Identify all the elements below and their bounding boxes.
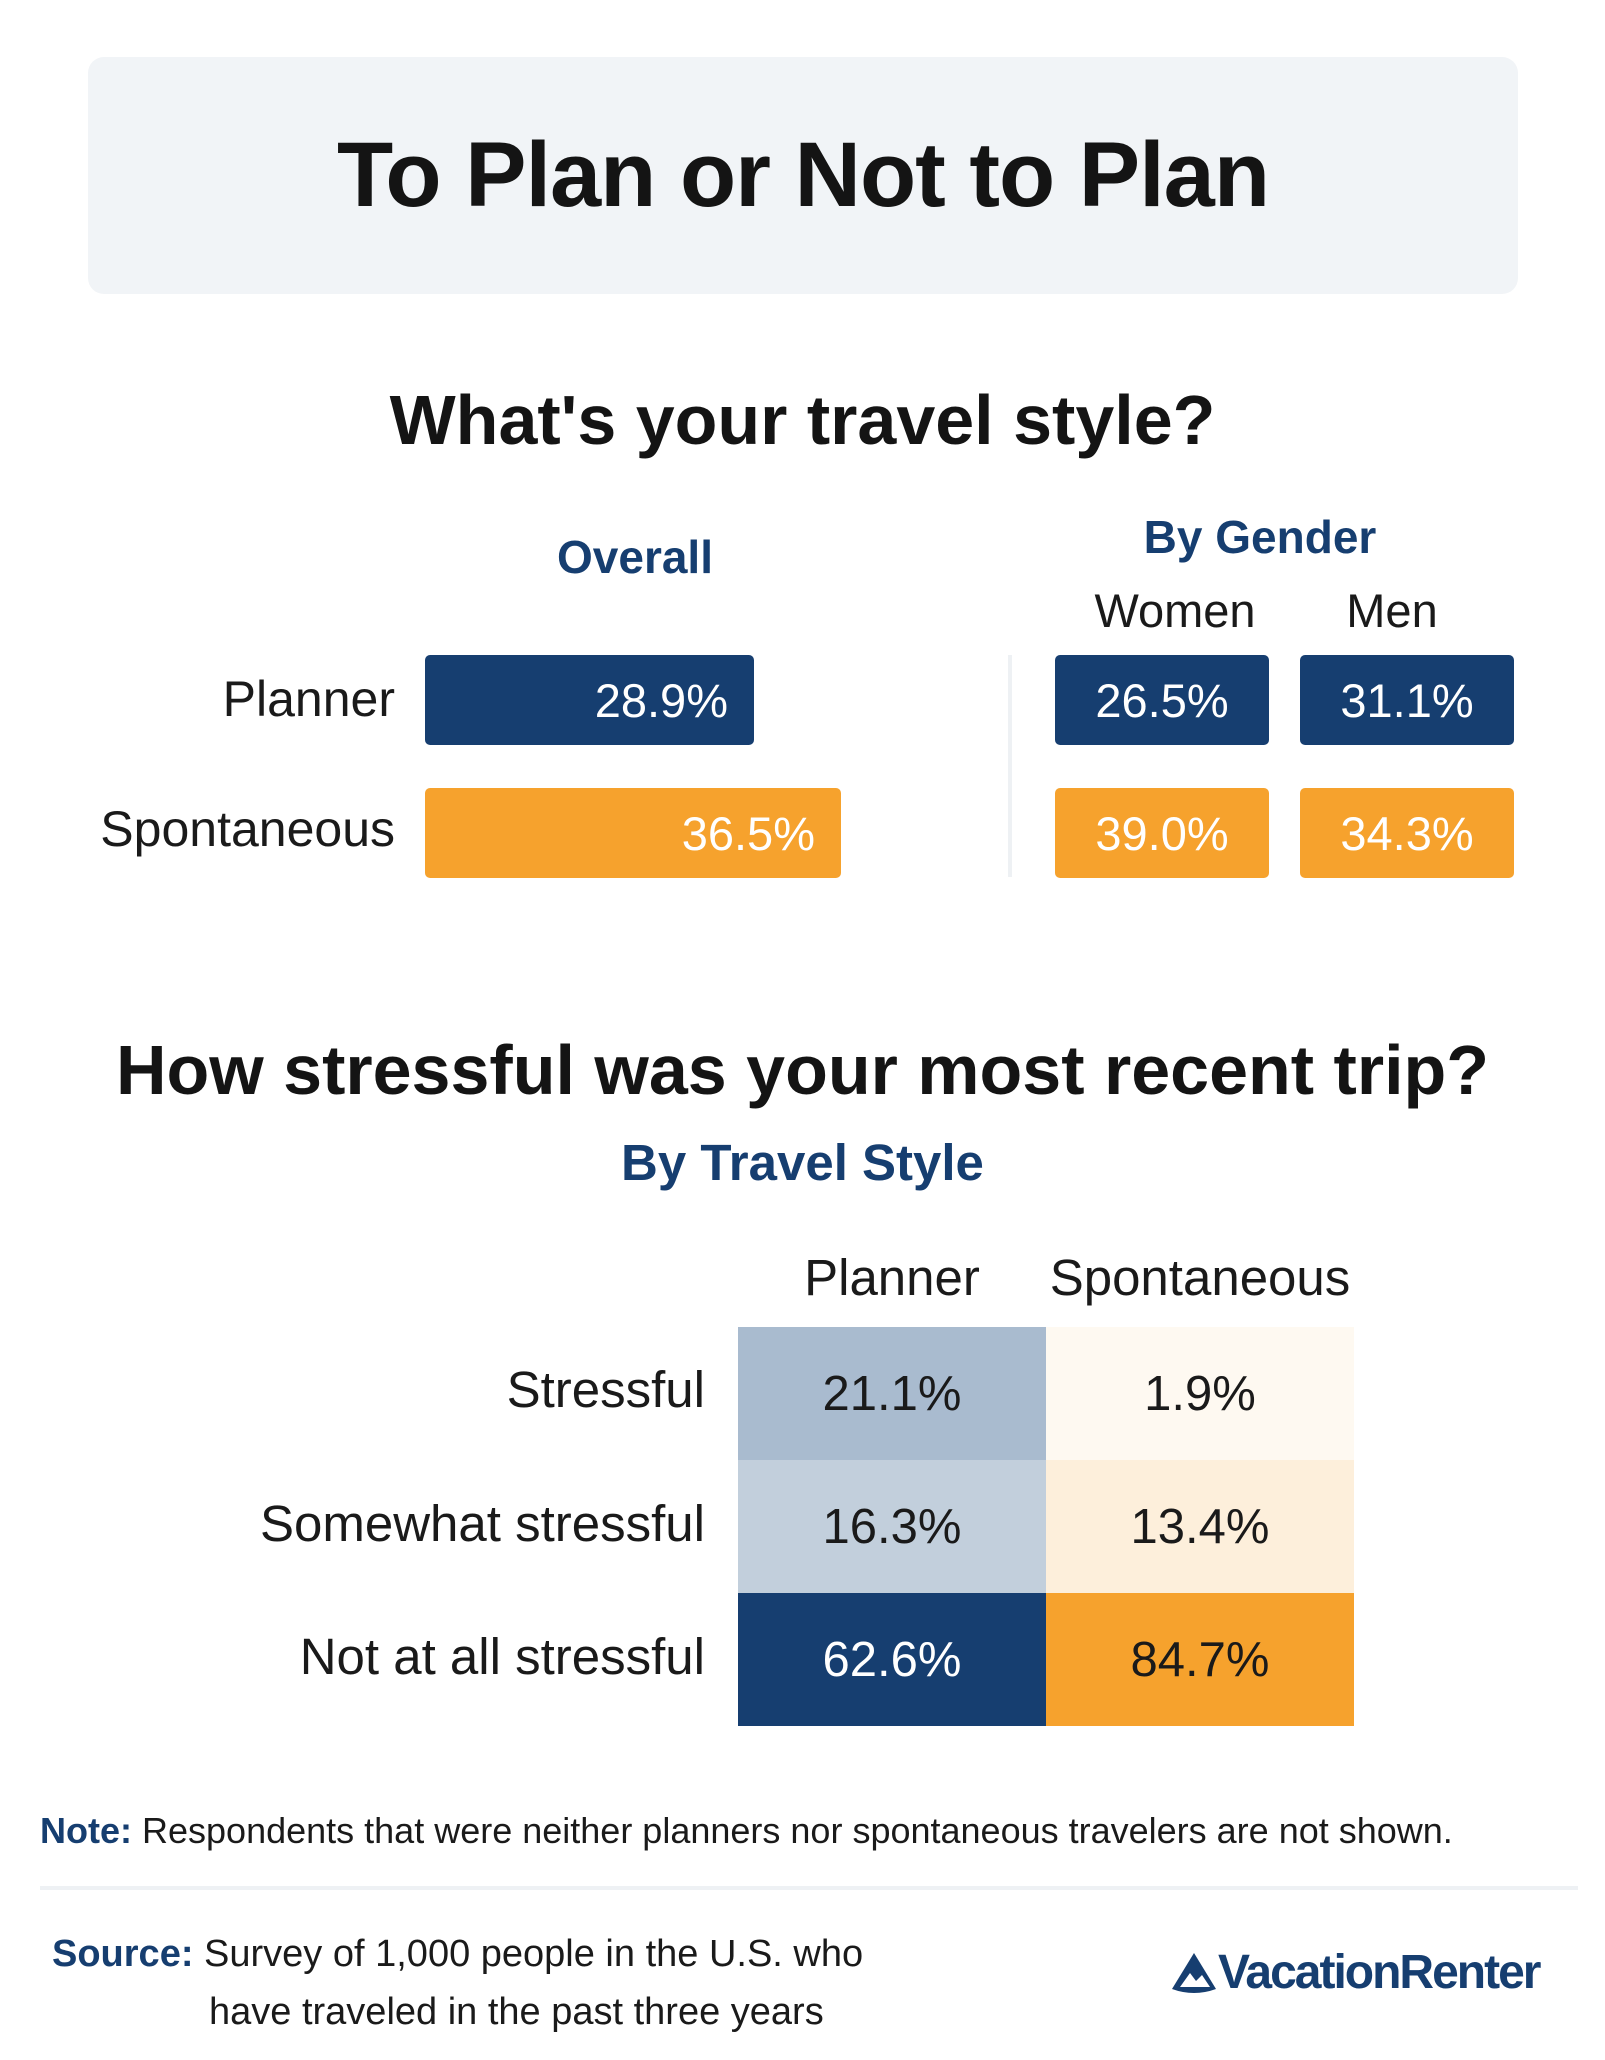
heatmap-cell-spontaneous-not-at-all-stressful: 84.7% — [1046, 1593, 1354, 1726]
logo-text: VacationRenter — [1218, 1946, 1541, 1999]
by-travel-style-subtitle: By Travel Style — [621, 1134, 984, 1191]
heatmap-cell-planner-not-at-all-stressful: 62.6% — [738, 1593, 1046, 1726]
heatmap-cell-spontaneous-stressful: 1.9% — [1046, 1327, 1354, 1460]
note-text: Note: Respondents that were neither plan… — [40, 1810, 1453, 1851]
heatmap-cell-spontaneous-somewhat-stressful: 13.4% — [1046, 1460, 1354, 1593]
page-title: To Plan or Not to Plan — [336, 124, 1270, 226]
heatmap-row-somewhat-stressful: Somewhat stressful — [259, 1495, 705, 1552]
heatmap-col-planner: Planner — [804, 1249, 980, 1306]
gender-box-women-spontaneous: 39.0% — [1055, 788, 1269, 878]
overall-heading: Overall — [557, 531, 713, 583]
footer-divider — [40, 1886, 1578, 1890]
by-gender-heading: By Gender — [1143, 511, 1377, 563]
heatmap-cell-planner-somewhat-stressful: 16.3% — [738, 1460, 1046, 1593]
women-column-label: Women — [1094, 584, 1256, 637]
spontaneous-row-label: Spontaneous — [100, 801, 395, 857]
mountain-house-icon — [1172, 1952, 1216, 1993]
planner-row-label: Planner — [222, 671, 395, 727]
title-banner: To Plan or Not to Plan — [88, 57, 1518, 294]
heatmap-col-spontaneous: Spontaneous — [1049, 1249, 1351, 1306]
section-divider — [1008, 655, 1012, 877]
source-text: Source: Survey of 1,000 people in the U.… — [52, 1933, 864, 2033]
gender-box-men-planner: 31.1% — [1300, 655, 1514, 745]
stress-question: How stressful was your most recent trip? — [115, 1031, 1490, 1109]
vacationrenter-logo: VacationRenter — [1170, 1945, 1541, 2000]
overall-bar-spontaneous: 36.5% — [425, 788, 841, 878]
heatmap-row-not-at-all-stressful: Not at all stressful — [299, 1628, 705, 1685]
men-column-label: Men — [1346, 584, 1438, 637]
heatmap-row-stressful: Stressful — [506, 1361, 705, 1418]
gender-box-men-spontaneous: 34.3% — [1300, 788, 1514, 878]
travel-style-question: What's your travel style? — [389, 381, 1216, 459]
gender-box-women-planner: 26.5% — [1055, 655, 1269, 745]
heatmap-cell-planner-stressful: 21.1% — [738, 1327, 1046, 1460]
overall-bar-planner: 28.9% — [425, 655, 754, 745]
